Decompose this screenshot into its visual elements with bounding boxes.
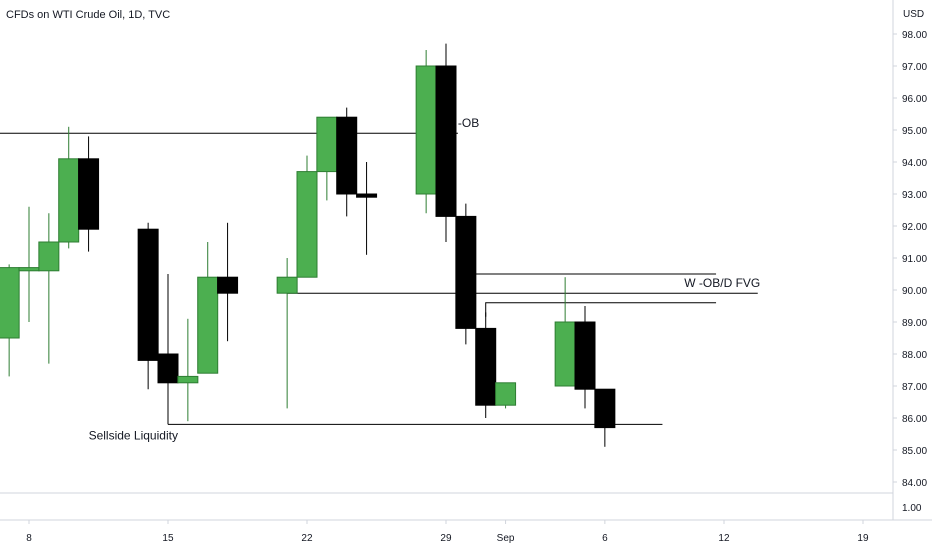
annotation-label: W -OB/D FVG <box>684 276 760 290</box>
price-tick-label: 90.00 <box>902 286 927 297</box>
time-tick-label: 8 <box>26 533 32 544</box>
bullish-candle[interactable] <box>38 241 60 272</box>
currency-label: USD <box>903 9 924 20</box>
lower-pane-tick-label: 1.00 <box>902 503 922 514</box>
bullish-candle[interactable] <box>316 116 338 173</box>
bearish-candle[interactable] <box>157 353 179 384</box>
time-tick-label: 22 <box>301 533 313 544</box>
time-tick-label: 15 <box>162 533 174 544</box>
bullish-candle[interactable] <box>415 65 437 195</box>
price-tick-label: 96.00 <box>902 94 927 105</box>
zone-bracket <box>485 302 717 317</box>
time-tick-label: 12 <box>718 533 730 544</box>
bearish-candle[interactable] <box>435 65 457 217</box>
price-tick-label: 98.00 <box>902 30 927 41</box>
price-tick-label: 92.00 <box>902 222 927 233</box>
price-tick-label: 91.00 <box>902 254 927 265</box>
bearish-candle[interactable] <box>594 388 616 429</box>
time-tick-label: 29 <box>440 533 452 544</box>
bearish-candle[interactable] <box>574 321 596 390</box>
bearish-candle[interactable] <box>336 116 358 195</box>
bullish-candle[interactable] <box>18 267 40 272</box>
price-tick-label: 89.00 <box>902 318 927 329</box>
chart-title: CFDs on WTI Crude Oil, 1D, TVC <box>6 9 171 21</box>
bullish-candle[interactable] <box>554 321 576 387</box>
price-tick-label: 88.00 <box>902 350 927 361</box>
bullish-candle[interactable] <box>276 276 298 294</box>
time-tick-label: 6 <box>602 533 608 544</box>
price-tick-label: 84.00 <box>902 478 927 489</box>
price-tick-label: 97.00 <box>902 62 927 73</box>
price-tick-label: 93.00 <box>902 190 927 201</box>
bullish-candle[interactable] <box>0 267 20 339</box>
time-tick-label: Sep <box>497 533 515 544</box>
annotation-label: Sellside Liquidity <box>89 428 178 442</box>
price-tick-label: 95.00 <box>902 126 927 137</box>
bearish-candle[interactable] <box>356 193 378 198</box>
annotation-label: -OB <box>458 116 479 130</box>
bearish-candle[interactable] <box>475 327 497 406</box>
bullish-candle[interactable] <box>58 158 80 243</box>
bearish-candle[interactable] <box>78 158 100 230</box>
price-tick-label: 85.00 <box>902 446 927 457</box>
bearish-candle[interactable] <box>137 228 159 361</box>
bullish-candle[interactable] <box>495 382 517 406</box>
bearish-candle[interactable] <box>455 215 477 329</box>
zone-bracket <box>457 273 717 288</box>
bullish-candle[interactable] <box>296 171 318 278</box>
time-tick-label: 19 <box>857 533 869 544</box>
bullish-candle[interactable] <box>197 276 219 374</box>
price-tick-label: 87.00 <box>902 382 927 393</box>
price-tick-label: 86.00 <box>902 414 927 425</box>
bullish-candle[interactable] <box>177 375 199 384</box>
price-tick-label: 94.00 <box>902 158 927 169</box>
bearish-candle[interactable] <box>217 276 239 294</box>
